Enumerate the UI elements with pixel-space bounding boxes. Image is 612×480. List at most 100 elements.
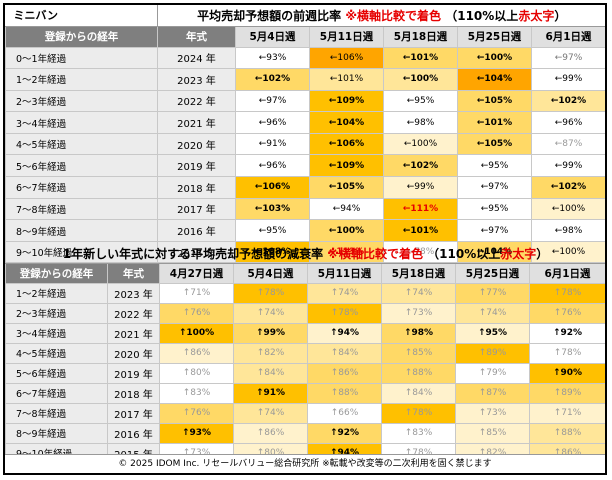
row-model-year: 2021 年 xyxy=(107,322,160,344)
section2-title: 1年新しい年式に対する平均売却予想額の減衰率 ※横軸比較で着色 （110%以上赤… xyxy=(5,244,605,264)
row-age-label: 2～3年経過 xyxy=(5,302,108,324)
section2-title-note: ※横軸比較で着色 xyxy=(327,246,423,261)
section1-body: 0～1年経過 2024 年 ←93% ←106% ←101% ←100% ←97% 1～2年経… xyxy=(5,46,605,264)
row-age-label: 4～5年経過 xyxy=(5,132,158,156)
row-age-label: 8～9年経過 xyxy=(5,219,158,242)
ratio-cell: ↑84% xyxy=(381,382,456,404)
ratio-cell: ←102% xyxy=(530,89,605,113)
ratio-cell: ←95% xyxy=(457,154,532,178)
table-row: 0～1年経過 2024 年 ←93% ←106% ←101% ←100% ←97% xyxy=(5,46,605,70)
date-column-header: 6月1日週 xyxy=(528,262,605,284)
ratio-cell: ↑74% xyxy=(307,282,382,304)
ratio-cell: ↑83% xyxy=(381,422,456,444)
ratio-cell: ↑78% xyxy=(233,282,308,304)
table-row: 8～9年経過 2016 年 ↑93% ↑86% ↑92% ↑83% ↑85% ↑88% xyxy=(5,422,605,444)
date-column-header: 4月27日週 xyxy=(159,262,234,284)
date-column-header: 5月4日週 xyxy=(233,262,308,284)
ratio-cell: ←105% xyxy=(309,176,384,199)
ratio-cell: ↑78% xyxy=(528,282,605,304)
row-age-label: 8～9年経過 xyxy=(5,422,108,444)
ratio-cell: ←100% xyxy=(530,197,605,221)
ratio-cell: ↑89% xyxy=(455,342,530,364)
section1-title-close: ） xyxy=(554,8,567,23)
ratio-cell: ↑99% xyxy=(233,322,308,344)
table-row: 1～2年経過 2023 年 ↑71% ↑78% ↑74% ↑74% ↑77% ↑78% xyxy=(5,282,605,304)
ratio-cell: ←96% xyxy=(235,154,310,178)
date-column-header: 5月18日週 xyxy=(383,25,458,48)
ratio-cell: ←100% xyxy=(383,132,458,156)
table-row: 7～8年経過 2017 年 ↑76% ↑74% ↑66% ↑78% ↑73% ↑71% xyxy=(5,402,605,424)
row-model-year: 2018 年 xyxy=(107,382,160,404)
row-model-year: 2019 年 xyxy=(107,362,160,384)
copyright-footer: © 2025 IDOM Inc. リセールバリュー総合研究所 ※転載や改変等の二… xyxy=(5,454,605,473)
ratio-cell: ←101% xyxy=(383,219,458,242)
section1-header-row: 登録からの経年 年式 5月4日週 5月11日週 5月18日週 5月25日週 6月1日週 xyxy=(5,25,605,48)
ratio-cell: ↑82% xyxy=(233,342,308,364)
table-row: 1～2年経過 2023 年 ←102% ←101% ←100% ←104% ←99% xyxy=(5,68,605,91)
date-column-header: 5月4日週 xyxy=(235,25,310,48)
ratio-cell: ←91% xyxy=(235,132,310,156)
table-row: 2～3年経過 2022 年 ↑76% ↑74% ↑78% ↑73% ↑74% ↑76% xyxy=(5,302,605,324)
ratio-cell: ←106% xyxy=(235,176,310,199)
ratio-cell: ↑91% xyxy=(233,382,308,404)
ratio-cell: ←96% xyxy=(530,111,605,134)
ratio-cell: ↑74% xyxy=(233,402,308,424)
ratio-cell: ↑88% xyxy=(528,422,605,444)
ratio-cell: ↑73% xyxy=(455,402,530,424)
ratio-cell: ↑80% xyxy=(159,362,234,384)
ratio-cell: ←100% xyxy=(383,68,458,91)
ratio-cell: ↑76% xyxy=(528,302,605,324)
ratio-cell: ←105% xyxy=(457,132,532,156)
row-age-label: 6～7年経過 xyxy=(5,382,108,404)
ratio-cell: ←99% xyxy=(383,176,458,199)
ratio-cell: ↑74% xyxy=(455,302,530,324)
row-model-year: 2023 年 xyxy=(107,282,160,304)
ratio-cell: ←102% xyxy=(530,176,605,199)
row-model-year: 2020 年 xyxy=(157,132,236,156)
ratio-cell: ←105% xyxy=(457,89,532,113)
row-model-year: 2020 年 xyxy=(107,342,160,364)
row-model-year: 2022 年 xyxy=(157,89,236,113)
ratio-cell: ←106% xyxy=(309,46,384,70)
ratio-cell: ↑88% xyxy=(307,382,382,404)
ratio-cell: ←99% xyxy=(530,68,605,91)
ratio-cell: ←97% xyxy=(235,89,310,113)
row-age-label: 2～3年経過 xyxy=(5,89,158,113)
ratio-cell: ←101% xyxy=(309,68,384,91)
table-row: 3～4年経過 2021 年 ←96% ←104% ←98% ←101% ←96% xyxy=(5,111,605,134)
ratio-cell: ↑78% xyxy=(307,302,382,324)
yearly-decay-table: 1年新しい年式に対する平均売却予想額の減衰率 ※横軸比較で着色 （110%以上赤… xyxy=(5,244,605,464)
ratio-cell: ↑71% xyxy=(528,402,605,424)
date-column-header: 5月18日週 xyxy=(381,262,456,284)
ratio-cell: ←102% xyxy=(383,154,458,178)
ratio-cell: ←104% xyxy=(457,68,532,91)
table-row: 2～3年経過 2022 年 ←97% ←109% ←95% ←105% ←102% xyxy=(5,89,605,113)
section2-body: 1～2年経過 2023 年 ↑71% ↑78% ↑74% ↑74% ↑77% ↑78% 2～3年… xyxy=(5,282,605,464)
ratio-cell: ←109% xyxy=(309,89,384,113)
ratio-cell: ↑92% xyxy=(528,322,605,344)
date-column-header: 5月11日週 xyxy=(309,25,384,48)
row-age-label: 4～5年経過 xyxy=(5,342,108,364)
ratio-cell: ↑66% xyxy=(307,402,382,424)
table-row: 6～7年経過 2018 年 ↑83% ↑91% ↑88% ↑84% ↑87% ↑89% xyxy=(5,382,605,404)
row-model-year: 2022 年 xyxy=(107,302,160,324)
ratio-cell: ↑76% xyxy=(159,302,234,324)
ratio-cell: ↑84% xyxy=(233,362,308,384)
ratio-cell: ↑86% xyxy=(307,362,382,384)
table-row: 5～6年経過 2019 年 ←96% ←109% ←102% ←95% ←99% xyxy=(5,154,605,178)
report-frame: ミニバン 平均売却予想額の前週比率 ※横軸比較で着色 （110%以上赤太字） 登… xyxy=(3,3,607,475)
ratio-cell: ↑78% xyxy=(381,402,456,424)
col-header-year: 年式 xyxy=(107,262,160,284)
ratio-cell: ↑86% xyxy=(233,422,308,444)
row-age-label: 0～1年経過 xyxy=(5,46,158,70)
ratio-cell: ←111% xyxy=(383,197,458,221)
col-header-year: 年式 xyxy=(157,25,236,48)
ratio-cell: ←103% xyxy=(235,197,310,221)
section1-title-red: 赤太字 xyxy=(518,8,555,23)
row-model-year: 2016 年 xyxy=(157,219,236,242)
table-row: 4～5年経過 2020 年 ←91% ←106% ←100% ←105% ←87% xyxy=(5,132,605,156)
ratio-cell: ↑78% xyxy=(528,342,605,364)
ratio-cell: ↑84% xyxy=(307,342,382,364)
row-model-year: 2016 年 xyxy=(107,422,160,444)
row-age-label: 6～7年経過 xyxy=(5,176,158,199)
